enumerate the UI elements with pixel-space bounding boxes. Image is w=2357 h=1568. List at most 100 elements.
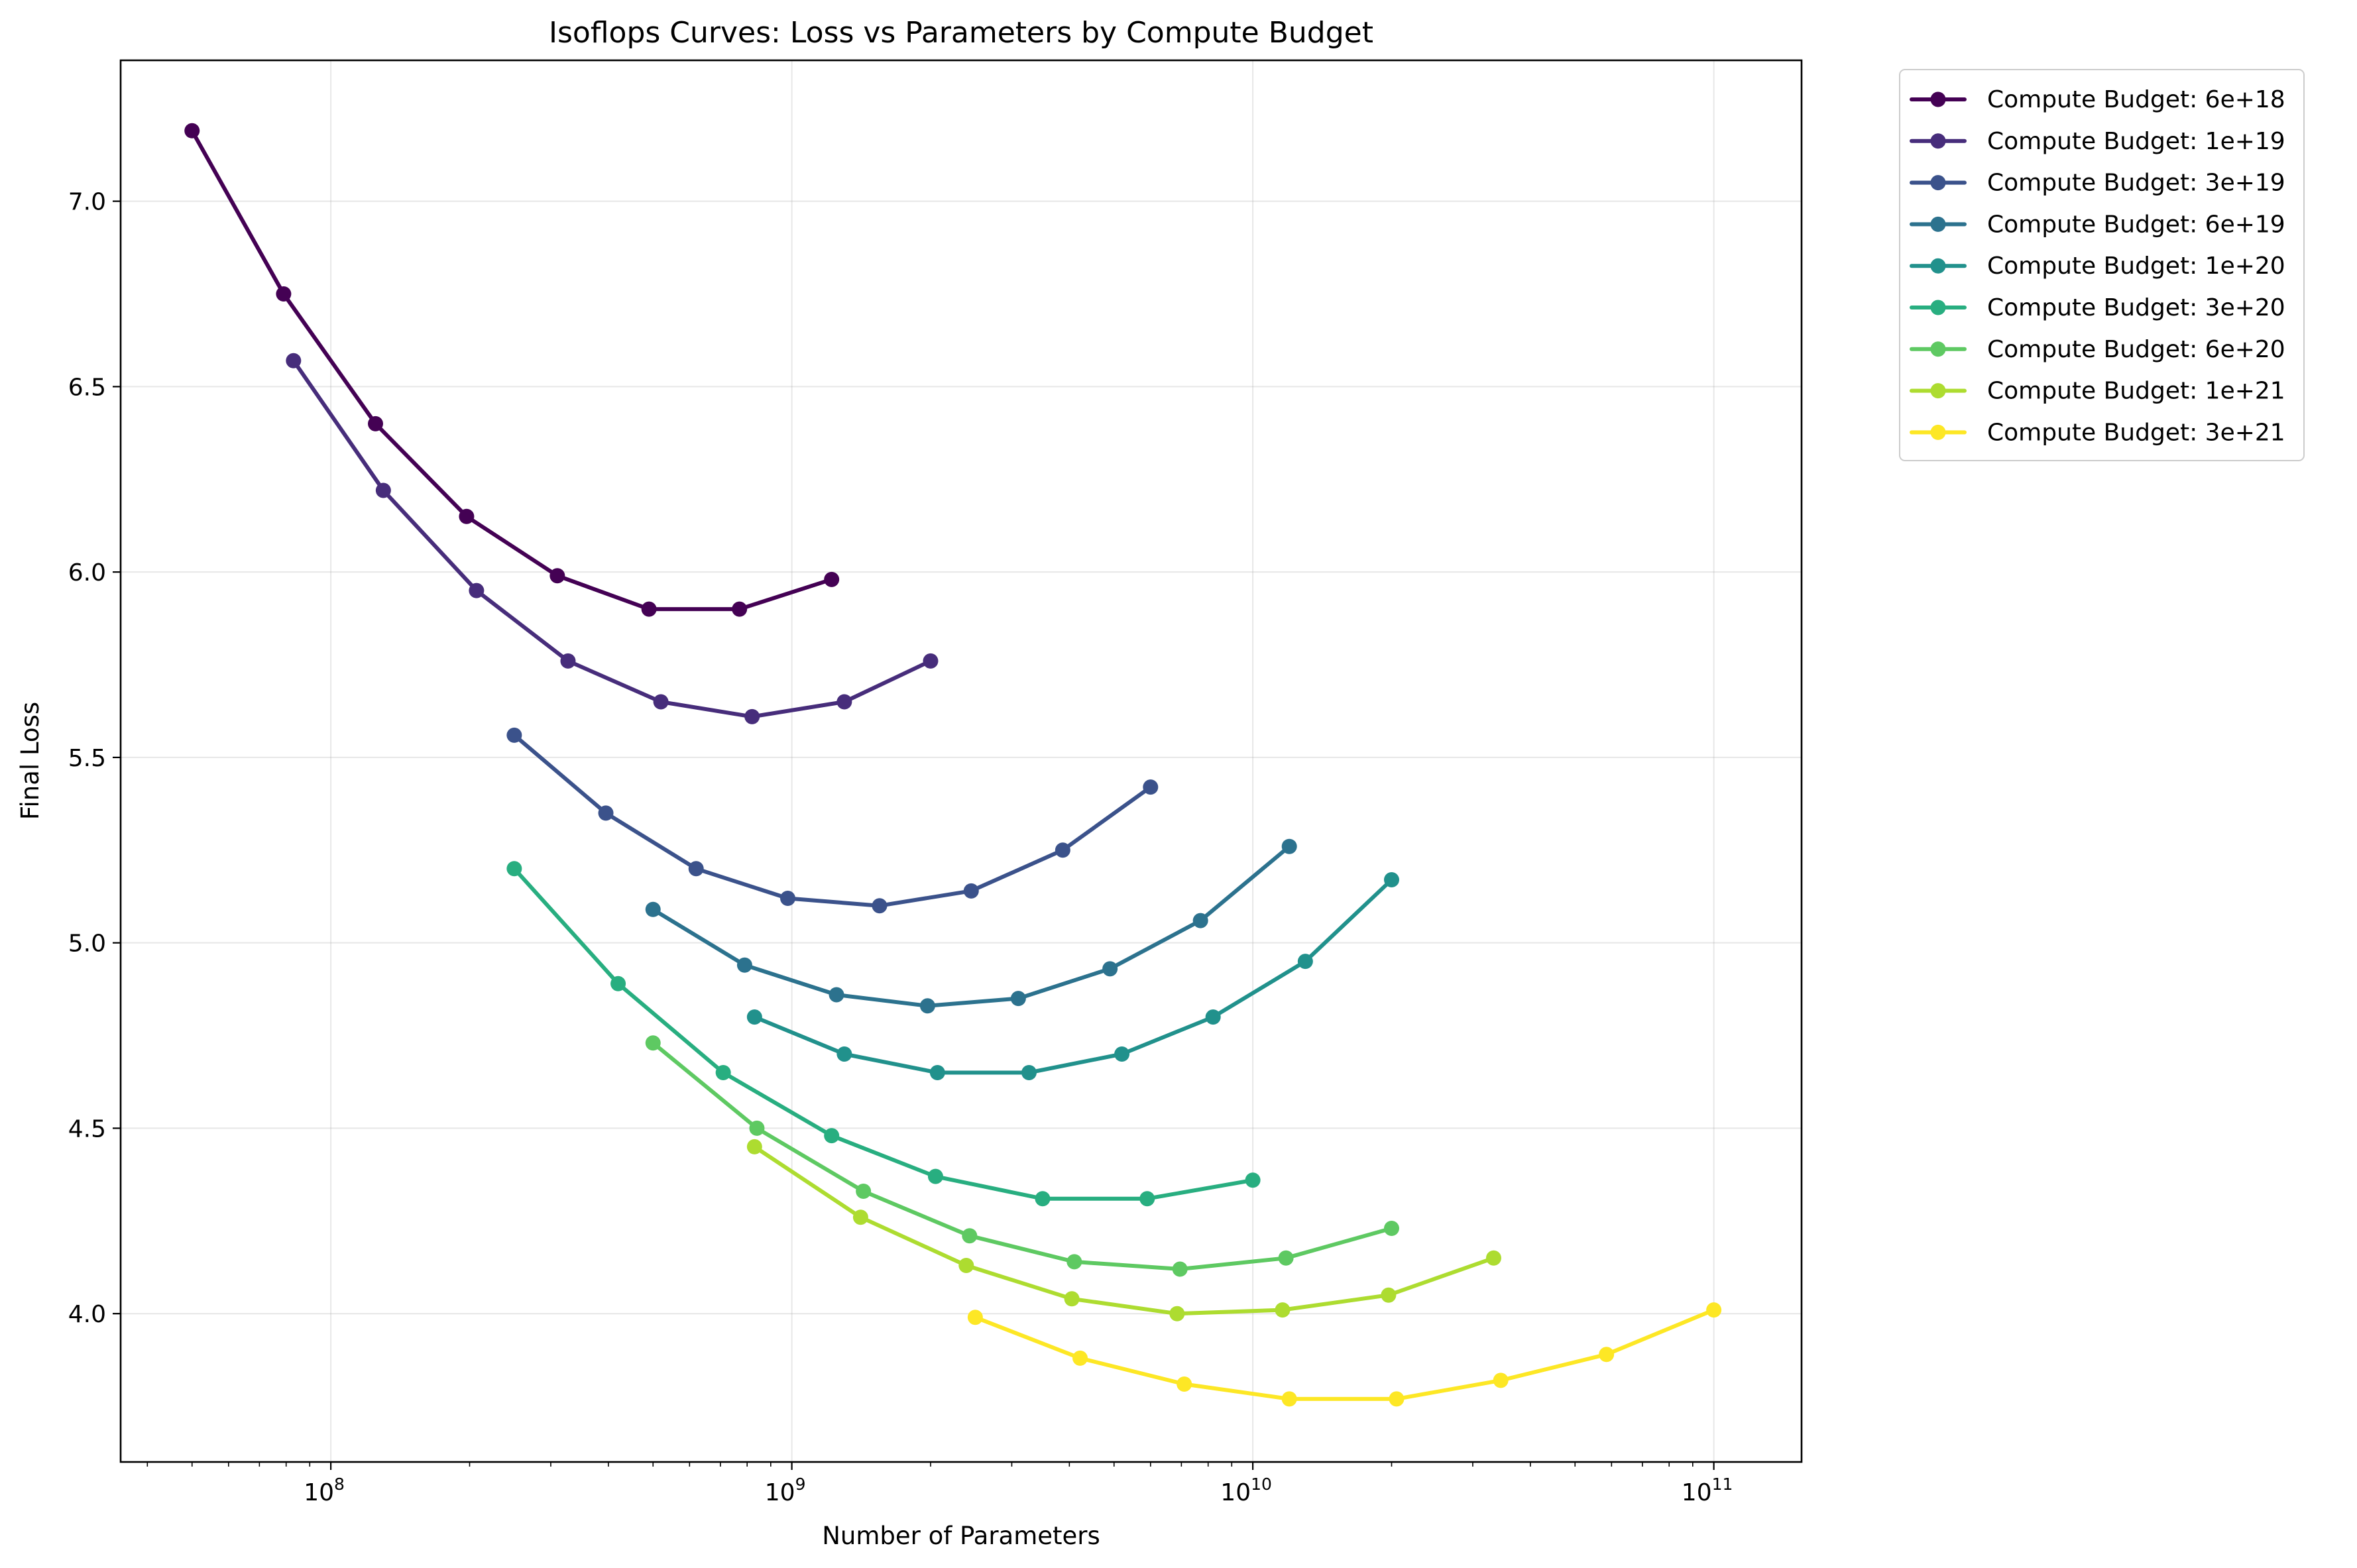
data-point (1143, 779, 1159, 795)
series-line (291, 359, 933, 719)
data-point (1245, 1172, 1261, 1188)
data-point (824, 1128, 840, 1144)
data-point (645, 901, 661, 917)
x-tick-label: 1011 (1682, 1475, 1733, 1506)
data-point (1114, 1046, 1130, 1062)
axis-ticks: 4.0 4.5 5.0 5.5 6.0 6.5 7.0 108 109 1010 1011 (68, 189, 1733, 1506)
legend-swatch-marker (1930, 424, 1946, 440)
series-line (512, 733, 1153, 908)
legend-swatch-marker (1930, 300, 1946, 315)
legend-entry-label: Compute Budget: 6e+20 (1987, 336, 2285, 363)
data-point (1281, 1391, 1297, 1407)
y-axis-title: Final Loss (16, 702, 44, 820)
legend-box (1899, 69, 2305, 461)
data-point (1383, 1221, 1399, 1236)
data-point (824, 571, 840, 587)
data-point (1177, 1376, 1192, 1392)
data-point (1021, 1065, 1037, 1080)
data-point (653, 694, 669, 710)
data-point (1055, 842, 1070, 858)
data-point (1297, 954, 1313, 970)
y-tick-label: 7.0 (68, 189, 106, 216)
data-point (746, 1009, 762, 1025)
data-point (368, 416, 384, 431)
data-point (1010, 991, 1026, 1007)
data-point (645, 1035, 661, 1051)
data-point (856, 1184, 872, 1200)
y-tick-label: 5.5 (68, 745, 106, 772)
data-point (1493, 1372, 1509, 1388)
grid-lines (121, 60, 1802, 1462)
data-point (872, 898, 888, 914)
data-point (610, 976, 626, 991)
data-point (459, 508, 475, 524)
data-point (744, 708, 760, 724)
data-point (963, 883, 979, 899)
legend-swatch-marker (1930, 341, 1946, 357)
data-point (836, 1046, 852, 1062)
data-point (1278, 1250, 1294, 1266)
x-tick-label: 108 (304, 1475, 345, 1506)
data-point (506, 861, 522, 877)
data-point (732, 601, 748, 617)
legend-swatch-marker (1930, 258, 1946, 274)
data-point (375, 482, 391, 498)
data-point (1381, 1287, 1397, 1303)
data-point (286, 353, 302, 368)
data-point (1139, 1191, 1155, 1207)
data-point (1599, 1347, 1615, 1363)
series-line (752, 877, 1394, 1075)
data-point (967, 1310, 983, 1325)
y-tick-label: 5.0 (68, 930, 106, 958)
data-point (923, 653, 939, 669)
legend-swatch-marker (1930, 91, 1946, 107)
data-point (1072, 1350, 1088, 1366)
data-point (469, 583, 485, 598)
legend-swatch-marker (1930, 216, 1946, 232)
data-point (1281, 838, 1297, 854)
y-tick-label: 6.0 (68, 559, 106, 587)
data-point (1205, 1009, 1221, 1025)
data-point (1102, 961, 1118, 977)
data-point (958, 1257, 974, 1273)
series-line (973, 1308, 1716, 1401)
data-point (598, 805, 614, 821)
data-point (836, 694, 852, 710)
series-lines (184, 123, 1722, 1407)
legend: Compute Budget: 6e+18 Compute Budget: 1e+… (1899, 69, 2305, 461)
data-point (746, 1139, 762, 1154)
series-line (651, 844, 1292, 1008)
legend-entry-label: Compute Budget: 6e+18 (1987, 86, 2285, 113)
data-point (1383, 872, 1399, 888)
legend-entry-label: Compute Budget: 1e+21 (1987, 378, 2285, 405)
series-line (752, 1145, 1496, 1316)
data-point (1035, 1191, 1051, 1207)
chart-title: Isoflops Curves: Loss vs Parameters by C… (549, 16, 1373, 50)
legend-entry-label: Compute Budget: 3e+20 (1987, 294, 2285, 321)
y-tick-label: 4.0 (68, 1301, 106, 1328)
legend-swatch-marker (1930, 383, 1946, 399)
legend-swatch-marker (1930, 133, 1946, 149)
data-point (749, 1120, 765, 1136)
series-line (512, 866, 1255, 1201)
data-point (560, 653, 576, 669)
data-point (829, 987, 844, 1003)
data-point (1064, 1291, 1080, 1307)
data-point (1066, 1254, 1082, 1270)
data-point (927, 1168, 943, 1184)
data-point (641, 601, 657, 617)
legend-swatch-marker (1930, 175, 1946, 191)
data-point (1485, 1250, 1501, 1266)
data-point (929, 1065, 945, 1080)
data-point (852, 1209, 868, 1225)
data-point (184, 123, 200, 139)
series-line (190, 129, 834, 612)
data-point (780, 891, 796, 907)
data-point (1275, 1302, 1291, 1318)
data-point (506, 727, 522, 743)
data-point (1706, 1302, 1722, 1318)
legend-entry-label: Compute Budget: 1e+20 (1987, 252, 2285, 280)
data-point (276, 286, 292, 302)
series-line (651, 1040, 1394, 1271)
